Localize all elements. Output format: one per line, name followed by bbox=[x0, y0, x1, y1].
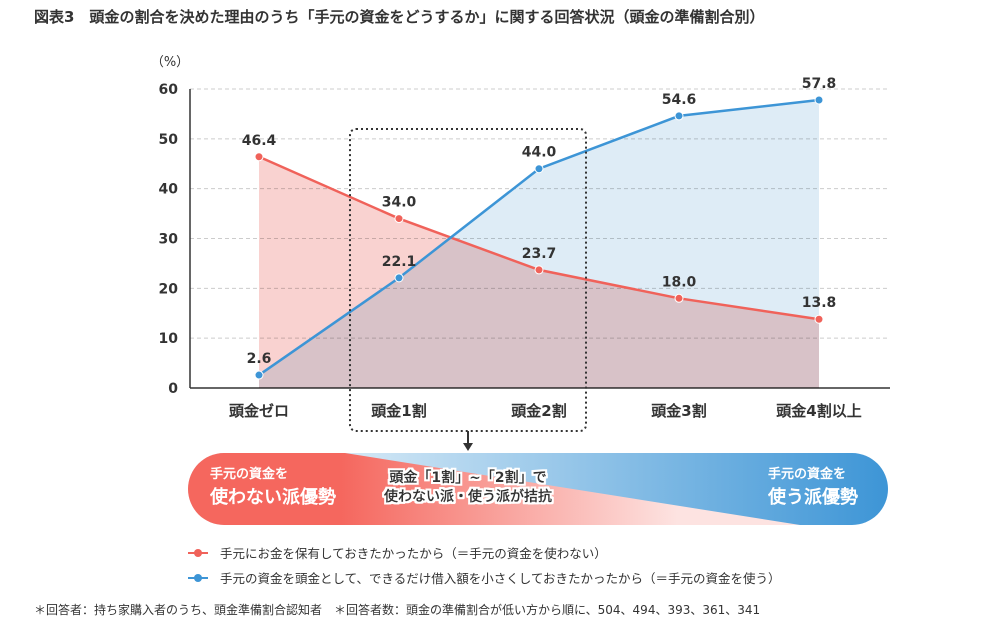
x-tick-label: 頭金2割 bbox=[511, 402, 566, 420]
banner-right-line2: 使う派優勢 bbox=[767, 486, 858, 508]
x-tick-label: 頭金3割 bbox=[651, 402, 706, 420]
data-point bbox=[674, 111, 684, 121]
y-tick-label: 10 bbox=[159, 331, 179, 347]
summary-banner bbox=[188, 453, 888, 525]
y-axis-label: （%） bbox=[151, 55, 189, 70]
banner-center-line2: 使わない派・使う派が拮抗 bbox=[383, 488, 552, 505]
data-label: 23.7 bbox=[522, 246, 557, 262]
y-tick-label: 30 bbox=[159, 232, 179, 248]
legend-marker-red bbox=[188, 548, 208, 557]
data-point bbox=[394, 214, 404, 224]
highlight-box bbox=[349, 128, 587, 432]
legend-label: 手元の資金を頭金として、できるだけ借入額を小さくしておきたかったから（＝手元の資… bbox=[220, 571, 781, 586]
data-label: 34.0 bbox=[382, 195, 417, 211]
banner-left-line2: 使わない派優勢 bbox=[209, 486, 336, 508]
data-point bbox=[674, 293, 684, 303]
data-label: 22.1 bbox=[382, 254, 417, 270]
chart-title: 図表3 頭金の割合を決めた理由のうち「手元の資金をどうするか」に関する回答状況（… bbox=[34, 8, 765, 26]
x-tick-label: 頭金1割 bbox=[371, 402, 426, 420]
data-label: 44.0 bbox=[522, 145, 557, 161]
data-point bbox=[534, 164, 544, 174]
data-point bbox=[814, 314, 824, 324]
data-point bbox=[534, 265, 544, 275]
legend-marker-blue bbox=[188, 573, 208, 582]
y-tick-label: 20 bbox=[159, 281, 179, 297]
data-label: 2.6 bbox=[247, 351, 272, 367]
data-label: 13.8 bbox=[802, 295, 837, 311]
legend-item-use-cash: 手元の資金を頭金として、できるだけ借入額を小さくしておきたかったから（＝手元の資… bbox=[188, 568, 781, 587]
data-point bbox=[254, 370, 264, 380]
series-area bbox=[259, 99, 819, 389]
data-label: 54.6 bbox=[662, 92, 697, 108]
x-tick-label: 頭金ゼロ bbox=[229, 402, 289, 420]
x-tick-label: 頭金4割以上 bbox=[776, 402, 861, 420]
y-tick-label: 40 bbox=[159, 182, 179, 198]
banner-left-line1: 手元の資金を bbox=[210, 466, 288, 482]
y-tick-label: 60 bbox=[159, 82, 179, 98]
legend-label: 手元にお金を保有しておきたかったから（＝手元の資金を使わない） bbox=[220, 546, 607, 561]
y-tick-label: 0 bbox=[168, 381, 178, 397]
data-point bbox=[394, 273, 404, 283]
data-point bbox=[814, 95, 824, 105]
data-label: 18.0 bbox=[662, 274, 697, 290]
data-label: 57.8 bbox=[802, 76, 837, 92]
y-tick-label: 50 bbox=[159, 132, 179, 148]
arrow-down-icon bbox=[463, 443, 473, 451]
banner-center-line1: 頭金「1割」~「2割」で bbox=[389, 469, 546, 486]
data-point bbox=[254, 152, 264, 162]
footnote: ＊回答者：持ち家購入者のうち、頭金準備割合認知者 ＊回答者数：頭金の準備割合が低… bbox=[34, 603, 761, 617]
banner-right-line1: 手元の資金を bbox=[768, 466, 846, 482]
legend-item-keep-cash: 手元にお金を保有しておきたかったから（＝手元の資金を使わない） bbox=[188, 543, 607, 562]
data-label: 46.4 bbox=[242, 133, 277, 149]
